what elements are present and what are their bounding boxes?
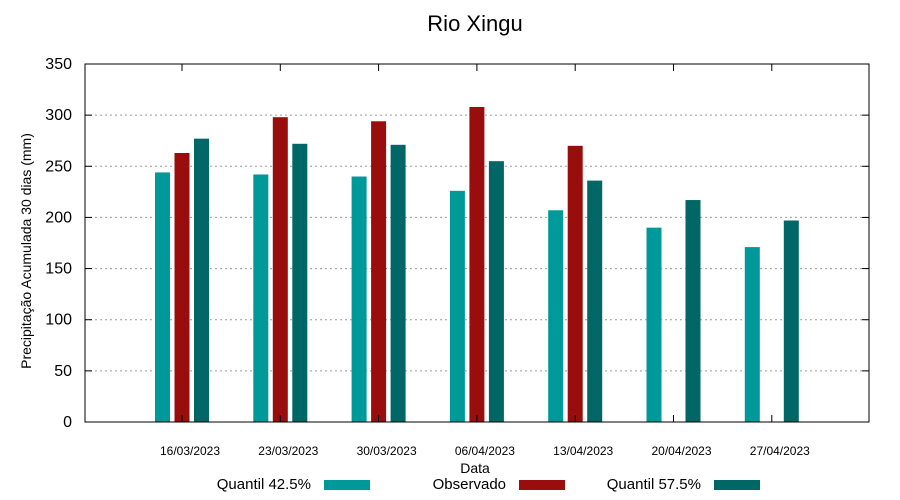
bar — [155, 172, 170, 422]
legend-swatch — [714, 480, 760, 490]
bar — [567, 145, 583, 423]
bar — [646, 227, 662, 422]
bar — [548, 210, 564, 422]
x-tick-label: 16/03/2023 — [160, 444, 220, 458]
bar — [351, 176, 367, 422]
x-axis-ticks: 16/03/2023 23/03/2023 30/03/2023 06/04/2023… — [160, 64, 810, 458]
bar — [174, 152, 190, 422]
bar — [449, 190, 465, 422]
y-tick-label: 350 — [45, 56, 72, 73]
x-tick-label: 13/04/2023 — [553, 444, 613, 458]
legend-label: Observado — [433, 476, 506, 493]
y-tick-label: 300 — [45, 107, 72, 124]
y-tick-label: 100 — [45, 312, 72, 329]
bar — [783, 220, 799, 422]
bar — [371, 121, 387, 422]
y-axis-ticks: 0 50 100 150 200 250 300 350 — [45, 56, 869, 431]
legend-label: Quantil 42.5% — [217, 476, 311, 493]
bar — [390, 144, 406, 422]
bars — [155, 106, 799, 423]
bar — [587, 180, 603, 422]
legend-swatch — [519, 480, 565, 490]
bar — [744, 247, 760, 422]
bar — [469, 106, 485, 423]
legend-swatch — [324, 480, 370, 490]
y-axis-label: Precipitação Acumulada 30 dias (mm) — [18, 133, 34, 369]
bar — [253, 174, 269, 422]
y-tick-label: 50 — [54, 363, 72, 380]
legend: Quantil 42.5% Observado Quantil 57.5% — [217, 476, 760, 493]
bar — [488, 161, 504, 422]
y-tick-label: 200 — [45, 209, 72, 226]
x-tick-label: 27/04/2023 — [750, 444, 810, 458]
x-tick-label: 23/03/2023 — [258, 444, 318, 458]
bar — [292, 143, 308, 423]
x-tick-label: 20/04/2023 — [651, 444, 711, 458]
y-tick-label: 250 — [45, 158, 72, 175]
x-axis-label: Data — [460, 460, 490, 476]
bar — [272, 117, 288, 422]
x-tick-label: 06/04/2023 — [455, 444, 515, 458]
bar — [194, 138, 209, 422]
bar — [685, 200, 701, 422]
y-tick-label: 0 — [63, 414, 72, 431]
legend-label: Quantil 57.5% — [607, 476, 701, 493]
x-tick-label: 30/03/2023 — [357, 444, 417, 458]
y-tick-label: 150 — [45, 261, 72, 278]
chart-title: Rio Xingu — [427, 11, 522, 36]
